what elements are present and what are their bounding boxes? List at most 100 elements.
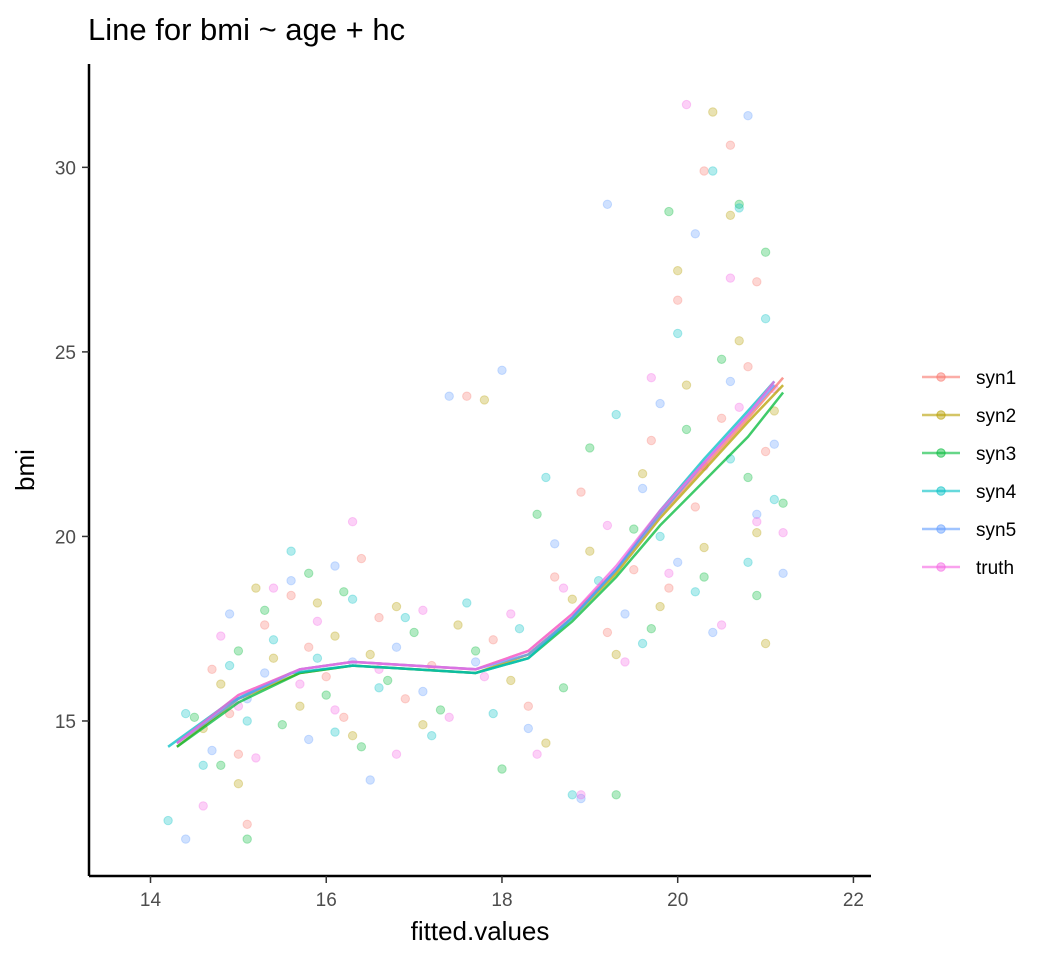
point-truth-16 <box>558 583 569 593</box>
point-syn3-28 <box>760 247 771 257</box>
smooth-line-syn3 <box>176 391 785 748</box>
point-syn4-22 <box>673 328 683 339</box>
legend-label-syn5: syn5 <box>976 520 1016 541</box>
point-syn4-15 <box>514 624 525 634</box>
point-syn5-21 <box>655 398 665 409</box>
point-syn3-5 <box>277 720 287 730</box>
point-truth-6 <box>312 616 323 626</box>
point-syn1-15 <box>523 701 533 711</box>
point-syn2-24 <box>708 107 718 117</box>
point-syn5-26 <box>743 111 753 121</box>
y-tick-label-20: 20 <box>55 527 76 548</box>
point-syn4-13 <box>462 598 472 608</box>
point-truth-24 <box>716 620 727 630</box>
point-syn4-21 <box>655 531 665 542</box>
point-syn4-12 <box>427 731 437 741</box>
point-syn4-0 <box>163 815 173 826</box>
point-syn4-1 <box>181 708 191 719</box>
point-truth-10 <box>391 749 402 759</box>
point-truth-3 <box>251 753 261 763</box>
point-truth-21 <box>664 568 674 578</box>
x-ticks: 14 16 18 20 22 <box>140 876 864 911</box>
point-syn3-16 <box>558 683 569 693</box>
point-syn4-2 <box>198 760 208 770</box>
legend-key-point-truth <box>936 562 946 572</box>
point-syn2-23 <box>699 542 709 553</box>
point-syn3-20 <box>646 624 656 634</box>
point-syn1-0 <box>207 664 217 674</box>
point-syn3-8 <box>339 587 349 597</box>
legend-label-syn4: syn4 <box>976 482 1017 503</box>
point-truth-18 <box>602 520 613 531</box>
point-syn5-28 <box>769 439 779 449</box>
point-syn4-7 <box>312 653 323 663</box>
y-ticks: 15 20 25 30 <box>55 158 89 733</box>
point-truth-8 <box>347 517 358 527</box>
y-tick-label-25: 25 <box>55 343 76 364</box>
lines-layer <box>167 376 785 748</box>
point-syn4-8 <box>330 727 340 737</box>
point-syn2-7 <box>330 631 340 641</box>
point-syn5-15 <box>523 723 533 734</box>
point-syn3-13 <box>470 646 481 656</box>
point-syn1-22 <box>673 295 683 305</box>
point-syn3-10 <box>383 675 393 686</box>
point-syn4-6 <box>286 546 296 556</box>
point-syn5-18 <box>602 199 613 210</box>
legend-key-point-syn1 <box>936 372 946 382</box>
point-syn2-13 <box>479 395 490 405</box>
x-tick-label-14: 14 <box>140 890 162 911</box>
point-truth-26 <box>734 402 744 412</box>
x-tick-label-16: 16 <box>316 890 337 911</box>
point-syn3-23 <box>699 572 709 582</box>
point-syn3-9 <box>356 742 367 752</box>
point-syn3-6 <box>304 568 314 578</box>
point-syn3-11 <box>409 627 419 638</box>
point-syn5-12 <box>444 391 454 401</box>
point-syn4-24 <box>708 166 718 176</box>
point-syn4-11 <box>400 612 410 623</box>
point-syn2-10 <box>391 601 402 612</box>
point-syn5-5 <box>286 576 296 586</box>
point-syn2-1 <box>216 679 226 689</box>
point-syn5-6 <box>304 734 314 745</box>
point-syn3-15 <box>532 509 542 519</box>
point-syn1-9 <box>356 553 367 564</box>
point-syn1-20 <box>646 435 656 446</box>
point-syn5-16 <box>550 539 560 549</box>
point-syn5-19 <box>620 609 630 619</box>
smooth-line-truth <box>176 380 776 745</box>
point-syn1-13 <box>462 391 472 401</box>
point-syn2-27 <box>752 528 762 538</box>
point-syn3-12 <box>435 705 446 715</box>
point-syn5-24 <box>708 627 718 638</box>
point-syn2-25 <box>725 210 736 221</box>
point-syn5-1 <box>207 745 217 756</box>
point-syn2-18 <box>611 649 621 660</box>
point-syn5-0 <box>181 834 191 844</box>
point-syn2-8 <box>347 731 358 741</box>
point-syn4-26 <box>734 203 744 213</box>
point-syn3-22 <box>681 424 692 435</box>
point-syn1-2 <box>233 749 244 759</box>
point-syn1-5 <box>286 590 296 601</box>
point-syn3-29 <box>778 498 788 508</box>
point-syn1-18 <box>602 627 613 638</box>
point-syn1-28 <box>752 277 762 287</box>
point-syn3-4 <box>260 605 270 615</box>
legend-label-syn2: syn2 <box>976 406 1016 427</box>
point-syn5-20 <box>637 483 648 494</box>
point-syn3-17 <box>585 443 595 453</box>
point-truth-14 <box>506 609 516 619</box>
point-truth-1 <box>216 631 226 641</box>
x-tick-label-22: 22 <box>843 890 864 911</box>
point-syn5-2 <box>224 609 235 619</box>
legend: syn1 syn2 syn3 syn4 syn5 truth <box>922 368 1017 579</box>
point-syn5-13 <box>470 657 481 667</box>
point-syn3-3 <box>242 834 252 844</box>
point-syn5-10 <box>391 642 402 652</box>
legend-label-syn3: syn3 <box>976 444 1016 465</box>
point-truth-19 <box>620 657 630 667</box>
point-truth-17 <box>576 790 586 800</box>
